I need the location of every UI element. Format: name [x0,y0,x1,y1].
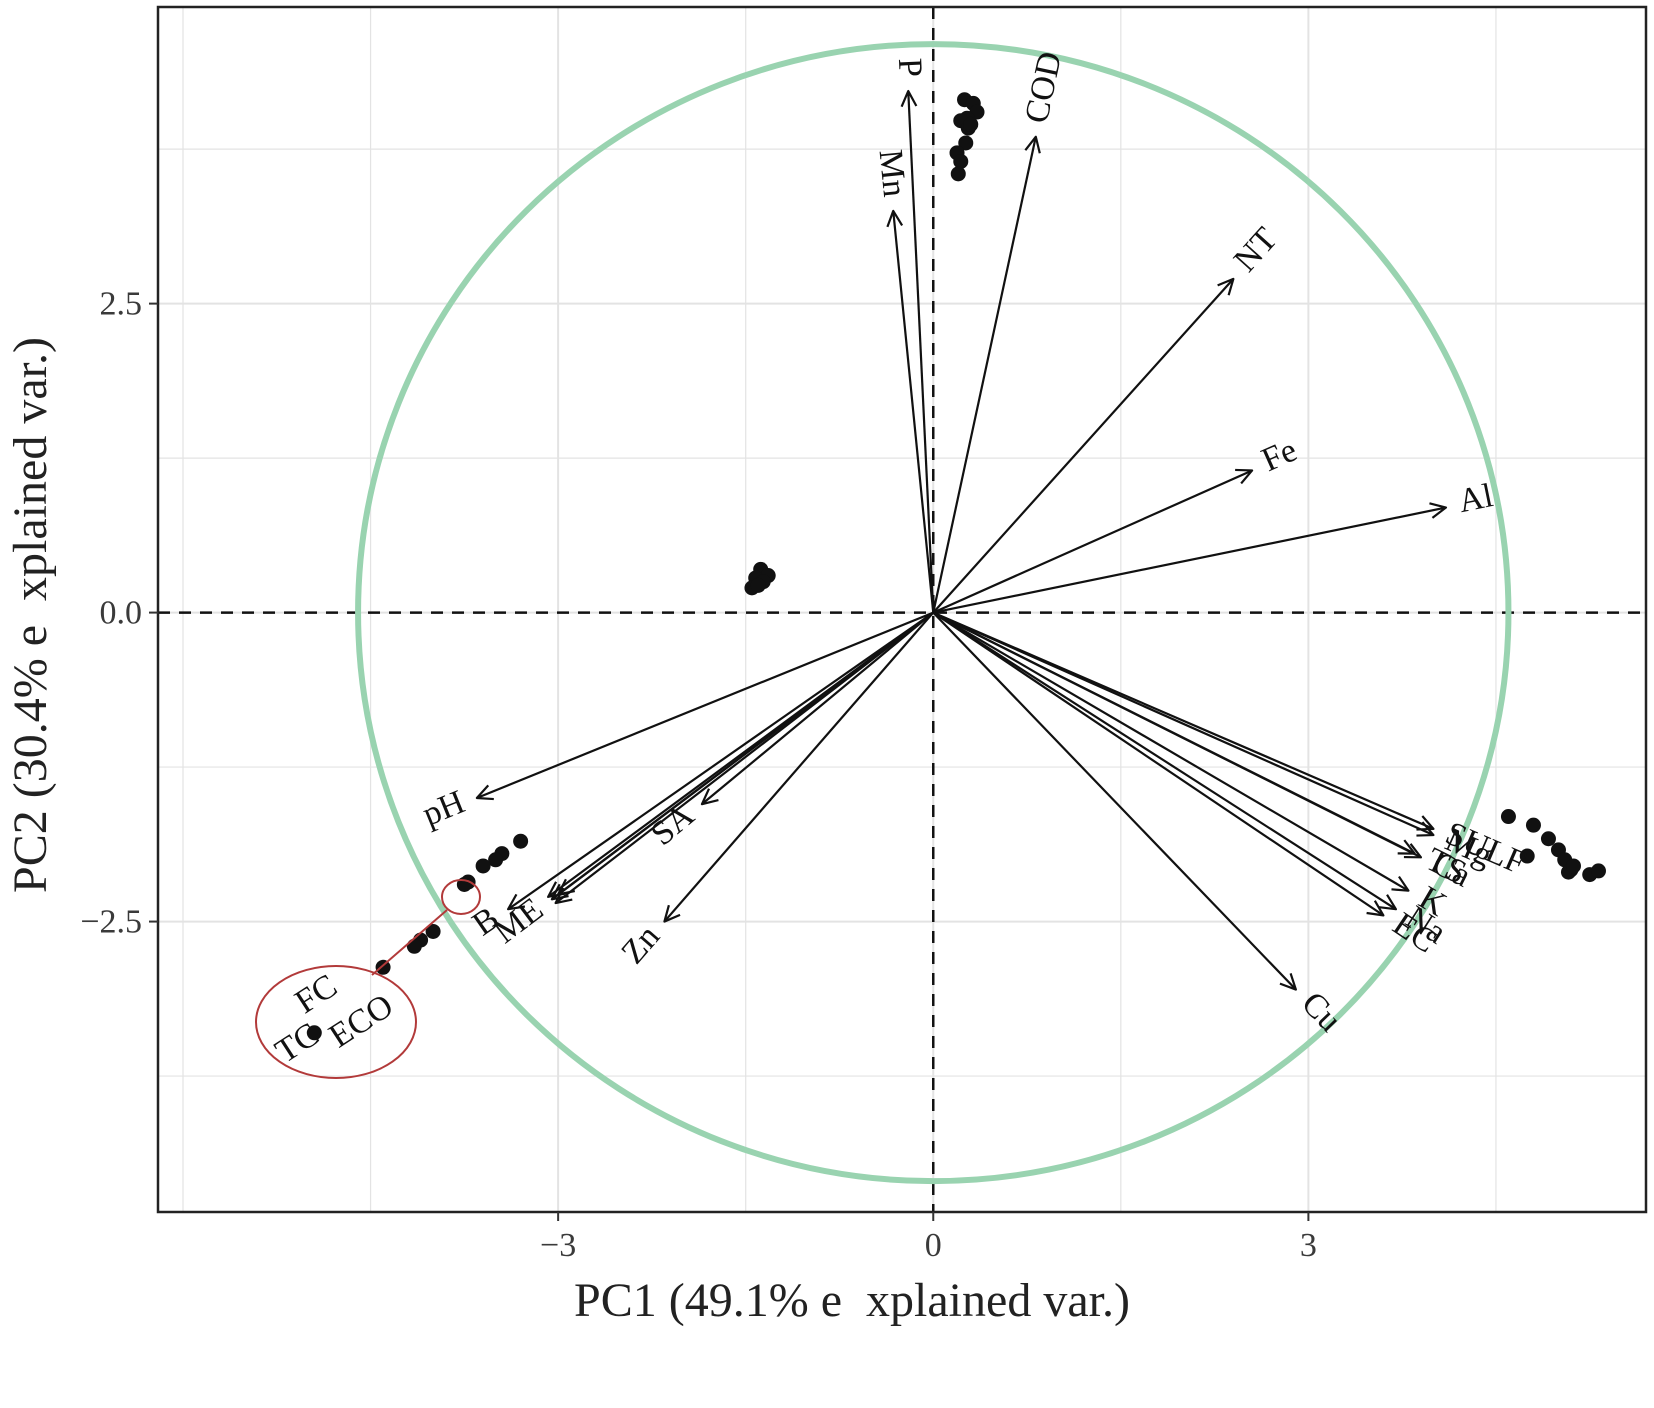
loading-label-mn: Mn [871,148,913,199]
score-points [306,92,1606,1041]
plot-panel-border [156,5,1648,1214]
annotation-small-circle [441,879,481,915]
loading-arrow-na [932,611,1398,911]
score-point-28 [1590,863,1606,879]
loading-arrow-zn [663,611,935,923]
loading-arrow-cod [932,135,1041,613]
x-axis-title: PC1 (49.1% e xplained var.) [574,1274,1130,1327]
score-point-19 [1525,817,1541,833]
score-point-7 [963,116,979,132]
loading-arrows [475,89,1448,991]
y-axis-title: PC2 (30.4% e xplained var.) [4,337,57,893]
correlation-circle-layer [355,41,1512,1185]
y-tick-label: 0.0 [100,595,143,632]
score-point-31 [488,852,504,868]
loading-arrow-p [900,89,935,613]
score-point-32 [475,858,491,874]
loading-arrow-mn [886,209,935,613]
x-tick-label: −3 [540,1227,576,1264]
loading-arrow-nt [932,277,1235,614]
loading-arrow-sa [700,611,934,806]
x-axis-ticks: −3 0 3 [540,1212,1317,1264]
x-tick-label: 3 [1300,1227,1317,1264]
loading-label-al: Al [1455,477,1496,520]
loading-arrow-mg [932,611,1435,837]
x-tick-label: 0 [925,1227,942,1264]
annotation-connector-line [371,909,448,976]
loading-arrow-fe [932,468,1254,614]
score-point-18 [1500,809,1516,825]
score-point-17 [750,577,766,593]
loading-arrow-b [507,611,934,911]
score-point-37 [406,938,422,954]
score-point-38 [375,959,391,975]
score-point-26 [1565,858,1581,874]
loading-arrow-al [933,502,1448,614]
loading-arrow-ca [932,611,1423,859]
score-point-10 [953,153,969,169]
loading-label-p: P [891,57,929,78]
correlation-circle [355,41,1512,1185]
loading-arrow-k [932,611,1410,892]
loading-arrow-ph [475,611,934,801]
score-point-39 [306,1025,322,1041]
loading-arrow-ec [932,611,1385,917]
score-point-8 [958,135,974,151]
y-tick-label: −2.5 [80,904,142,941]
loading-arrow-eco [557,611,934,896]
loading-arrow-cu [932,611,1297,991]
score-point-35 [425,923,441,939]
y-axis-ticks: 2.5 0.0 −2.5 [80,286,158,941]
y-tick-label: 2.5 [100,286,143,323]
score-point-22 [1519,848,1535,864]
score-point-29 [513,833,529,849]
score-point-20 [1540,831,1556,847]
zero-reference-lines [158,7,1646,1212]
score-point-11 [950,166,966,182]
annotation-ellipse [255,965,417,1079]
